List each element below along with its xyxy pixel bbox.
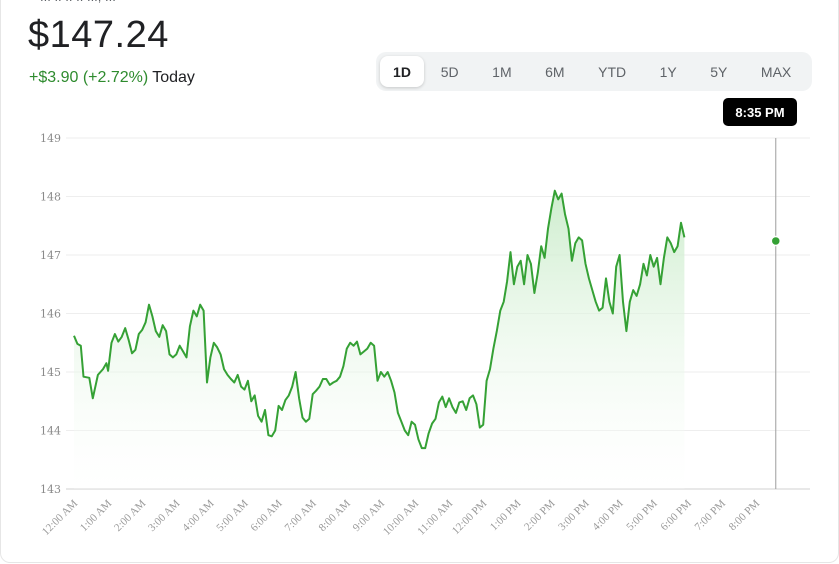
- x-tick-label: 11:00 AM: [415, 497, 455, 537]
- range-tab-5d[interactable]: 5D: [440, 63, 459, 80]
- y-tick-label: 147: [40, 249, 61, 262]
- hover-time-tooltip: 8:35 PM: [723, 98, 797, 126]
- period-label: Today: [152, 69, 195, 86]
- range-tab-max[interactable]: MAX: [760, 63, 792, 80]
- x-tick-label: 10:00 AM: [381, 497, 421, 537]
- y-tick-label: 146: [40, 308, 61, 321]
- symbol-subtitle: ... .. .. .. ..., ...: [40, 0, 116, 4]
- range-tab-5y[interactable]: 5Y: [710, 63, 728, 80]
- x-tick-label: 1:00 PM: [488, 497, 524, 533]
- x-tick-label: 1:00 AM: [78, 497, 115, 534]
- range-tab-ytd[interactable]: YTD: [598, 63, 627, 80]
- current-price: $147.24: [28, 14, 169, 56]
- y-tick-label: 145: [40, 366, 61, 379]
- x-tick-label: 8:00 PM: [727, 497, 763, 533]
- x-tick-label: 3:00 AM: [146, 497, 183, 534]
- x-tick-label: 4:00 AM: [180, 497, 217, 534]
- range-tab-1y[interactable]: 1Y: [659, 63, 677, 80]
- x-tick-label: 7:00 AM: [282, 497, 319, 534]
- price-area: [74, 190, 685, 489]
- x-tick-label: 6:00 PM: [658, 497, 694, 533]
- x-tick-label: 8:00 AM: [317, 497, 354, 534]
- x-tick-label: 2:00 AM: [112, 497, 149, 534]
- x-tick-label: 3:00 PM: [556, 497, 592, 533]
- range-tab-1d[interactable]: 1D: [380, 56, 424, 87]
- x-tick-label: 4:00 PM: [590, 497, 626, 533]
- hover-point[interactable]: [770, 235, 782, 247]
- time-range-selector: 1D 5D 1M 6M YTD 1Y 5Y MAX: [376, 52, 812, 91]
- x-tick-label: 12:00 AM: [40, 497, 80, 537]
- y-tick-label: 148: [40, 191, 61, 204]
- price-change: +$3.90 (+2.72%): [29, 69, 149, 86]
- x-tick-label: 2:00 PM: [522, 497, 558, 533]
- y-tick-label: 149: [40, 132, 61, 145]
- y-tick-label: 144: [40, 425, 61, 438]
- y-tick-label: 143: [40, 483, 61, 496]
- x-tick-label: 7:00 PM: [693, 497, 729, 533]
- x-tick-label: 6:00 AM: [248, 497, 285, 534]
- range-tab-6m[interactable]: 6M: [545, 63, 565, 80]
- x-tick-label: 12:00 PM: [450, 497, 490, 537]
- price-line: [73, 189, 686, 450]
- range-tab-1m[interactable]: 1M: [492, 63, 512, 80]
- x-tick-label: 5:00 PM: [624, 497, 660, 533]
- x-tick-label: 5:00 AM: [214, 497, 251, 534]
- price-change-row: +$3.90 (+2.72%) Today: [29, 69, 195, 87]
